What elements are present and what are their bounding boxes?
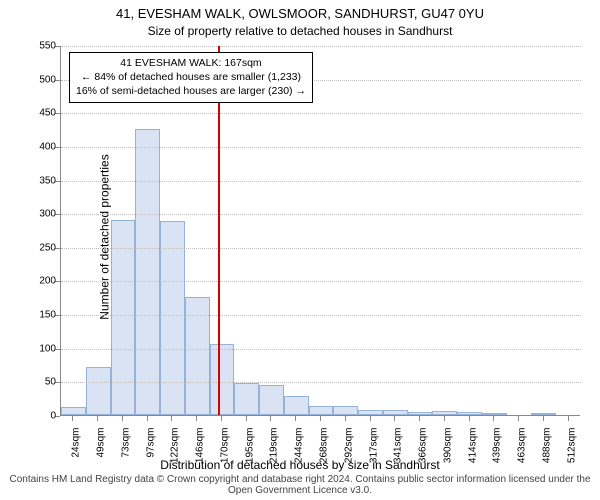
gridline [61,181,581,182]
histogram-bar [284,396,309,415]
x-tick-label: 49sqm [96,428,107,458]
x-tick-mark [518,416,519,421]
x-tick-mark [196,416,197,421]
x-tick-mark [568,416,569,421]
gridline [61,315,581,316]
x-tick-mark [469,416,470,421]
y-tick-label: 150 [20,310,56,321]
chart-container: 41, EVESHAM WALK, OWLSMOOR, SANDHURST, G… [0,0,600,500]
x-tick-label: 97sqm [145,428,156,458]
x-tick-mark [97,416,98,421]
gridline [61,147,581,148]
x-tick-mark [419,416,420,421]
histogram-bar [358,410,383,415]
annotation-line-1: 41 EVESHAM WALK: 167sqm [76,56,306,70]
y-tick-label: 300 [20,209,56,220]
x-axis-label: Distribution of detached houses by size … [0,458,600,472]
histogram-bar [531,413,556,415]
histogram-bar [432,411,457,415]
histogram-bar [234,383,259,415]
histogram-bar [383,410,408,415]
x-tick-label: 24sqm [71,428,82,458]
gridline [61,349,581,350]
histogram-bar [86,367,111,415]
x-tick-mark [444,416,445,421]
histogram-bar [408,412,433,415]
x-tick-mark [171,416,172,421]
y-tick-label: 550 [20,41,56,52]
histogram-bar [210,344,235,415]
annotation-line-3: 16% of semi-detached houses are larger (… [76,84,306,98]
x-tick-mark [295,416,296,421]
x-tick-mark [543,416,544,421]
y-tick-label: 100 [20,343,56,354]
histogram-bar [160,221,185,415]
plot-area: 41 EVESHAM WALK: 167sqm ← 84% of detache… [60,46,580,416]
histogram-bar [259,385,284,415]
x-tick-mark [122,416,123,421]
y-tick-label: 200 [20,276,56,287]
gridline [61,46,581,47]
histogram-bar [482,413,507,415]
annotation-box: 41 EVESHAM WALK: 167sqm ← 84% of detache… [69,52,313,103]
x-tick-mark [72,416,73,421]
gridline [61,248,581,249]
x-tick-mark [370,416,371,421]
y-tick-label: 50 [20,377,56,388]
x-tick-mark [394,416,395,421]
x-tick-mark [246,416,247,421]
attribution-text: Contains HM Land Registry data © Crown c… [0,474,600,496]
x-tick-label: 73sqm [120,428,131,458]
chart-title-main: 41, EVESHAM WALK, OWLSMOOR, SANDHURST, G… [0,6,600,21]
gridline [61,214,581,215]
gridline [61,281,581,282]
x-tick-mark [345,416,346,421]
x-tick-mark [221,416,222,421]
y-tick-label: 500 [20,74,56,85]
x-tick-mark [270,416,271,421]
histogram-bar [457,412,482,415]
y-tick-label: 250 [20,242,56,253]
x-tick-mark [147,416,148,421]
gridline [61,382,581,383]
histogram-bar [333,406,358,415]
annotation-line-2: ← 84% of detached houses are smaller (1,… [76,70,306,84]
x-tick-mark [493,416,494,421]
y-tick-label: 400 [20,141,56,152]
histogram-bar [135,129,160,415]
x-tick-mark [320,416,321,421]
y-tick-label: 0 [20,411,56,422]
y-tick-label: 350 [20,175,56,186]
chart-title-sub: Size of property relative to detached ho… [0,24,600,38]
histogram-bar [111,220,136,415]
gridline [61,113,581,114]
y-tick-label: 450 [20,108,56,119]
histogram-bar [309,406,334,415]
histogram-bar [61,407,86,415]
